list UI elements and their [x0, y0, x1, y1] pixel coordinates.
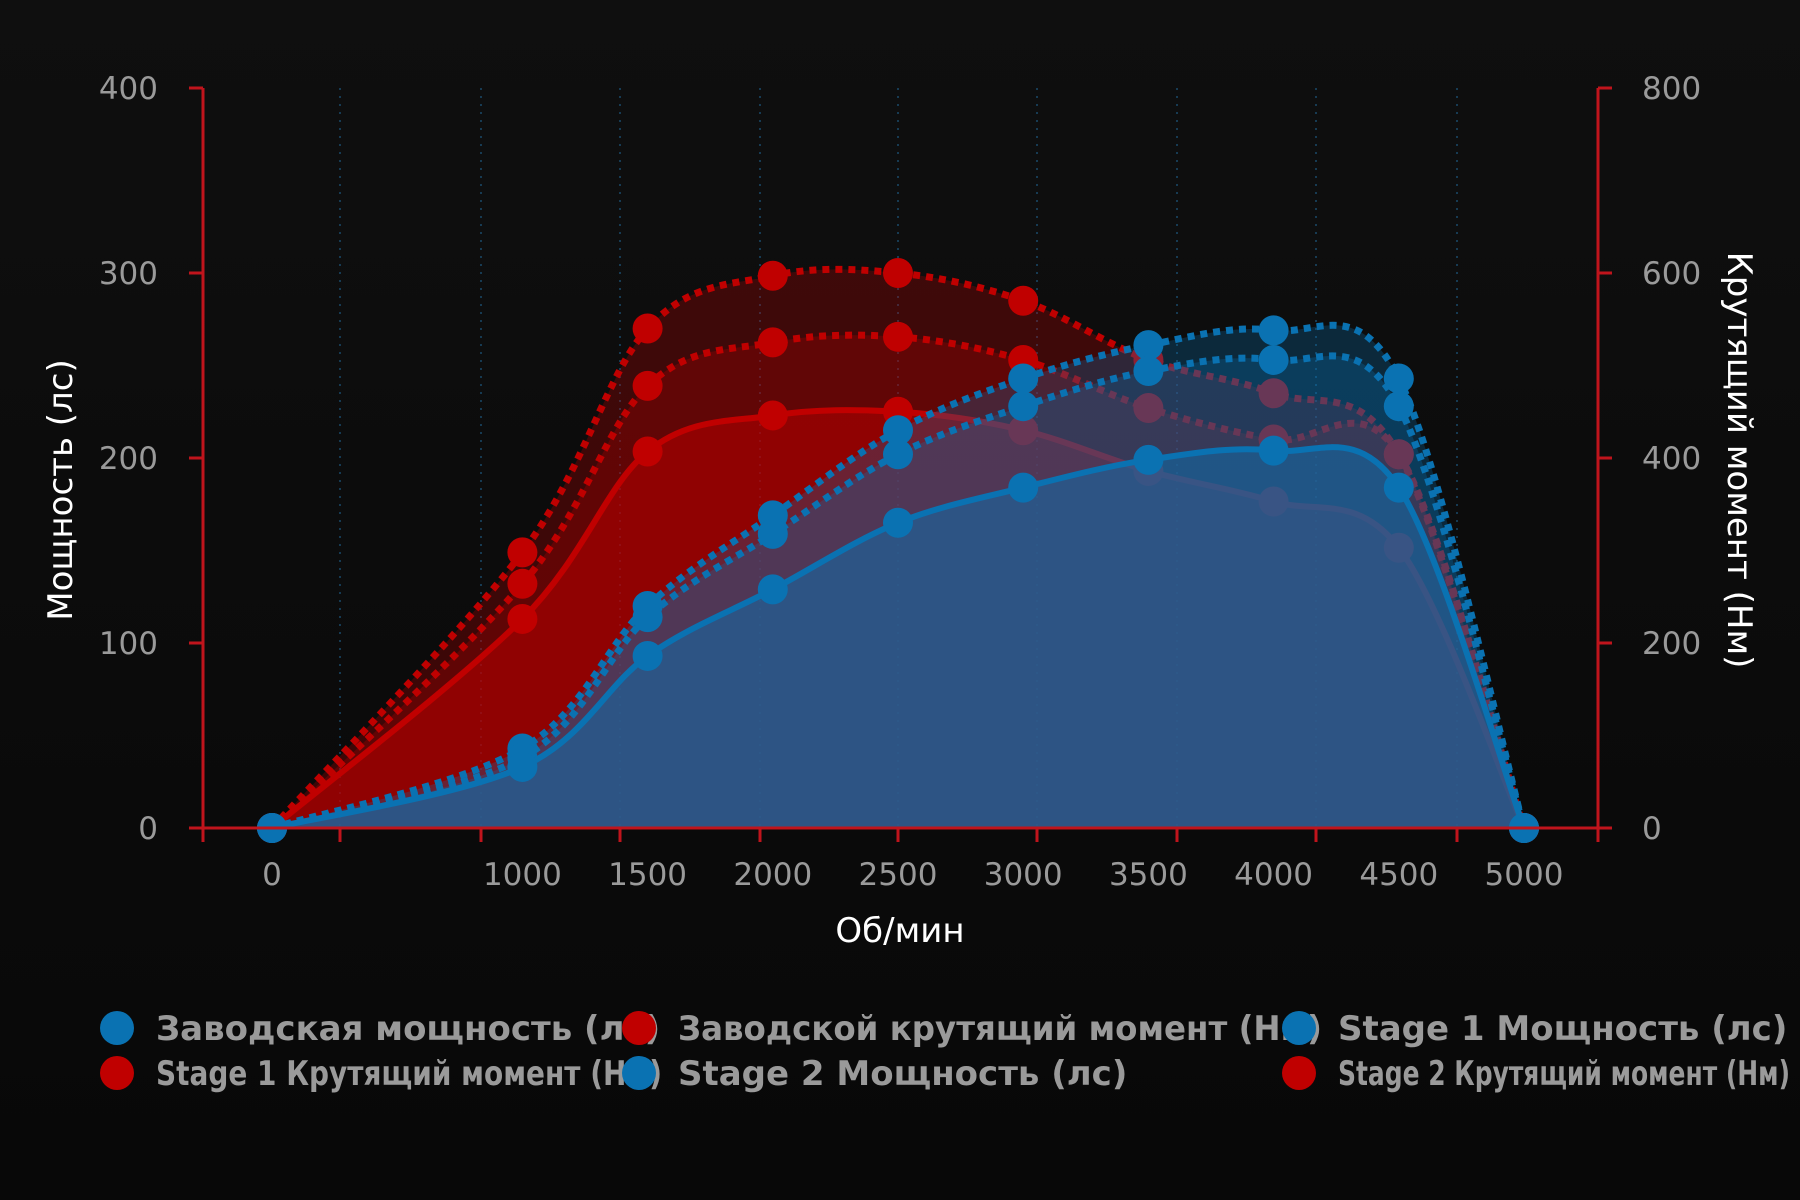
series-0-point-6: [1133, 444, 1164, 475]
series-2-point-3: [757, 518, 788, 549]
left-tick-label-2: 200: [99, 441, 158, 477]
left-tick-label-1: 100: [99, 626, 158, 662]
left-axis-title: Мощность (лс): [41, 359, 81, 621]
series-2-point-2: [632, 602, 663, 633]
series-5-point-2: [632, 313, 663, 344]
left-tick-label-3: 300: [99, 256, 158, 292]
series-4-point-7: [1258, 315, 1289, 346]
series-3-point-8: [1383, 439, 1414, 470]
series-0-point-2: [632, 640, 663, 671]
legend-label-4: Stage 2 Мощность (лс): [678, 1054, 1127, 1094]
legend-item-5: Stage 2 Крутящий момент (Нм): [1282, 1054, 1790, 1094]
legend-label-5: Stage 2 Крутящий момент (Нм): [1338, 1054, 1790, 1094]
legend-marker-4: [622, 1056, 656, 1090]
x-tick-label-3: 2000: [733, 857, 812, 893]
legend-marker-3: [100, 1056, 134, 1090]
series-4-point-4: [883, 415, 913, 446]
series-3-line: [269, 331, 1528, 831]
legend-label-2: Stage 1 Мощность (лс): [1338, 1009, 1787, 1049]
series-3-point-6: [1133, 393, 1164, 424]
series-2-point-8: [1383, 391, 1414, 422]
legend-label-3: Stage 1 Крутящий момент (Нм): [156, 1054, 662, 1094]
left-tick-label-0: 0: [138, 811, 158, 847]
series-5-point-5: [1008, 285, 1039, 316]
legend-label-0: Заводская мощность (лс): [156, 1009, 660, 1049]
series-5-point-3: [757, 260, 788, 291]
series-0-point-3: [757, 574, 788, 605]
series-1-point-1: [507, 603, 538, 634]
x-tick-label-2: 1500: [608, 857, 687, 893]
axes: [189, 86, 1612, 842]
legend-marker-5: [1282, 1056, 1316, 1090]
series-3-point-2: [632, 370, 663, 401]
left-tick-label-4: 400: [99, 71, 158, 107]
x-tick-label-8: 4500: [1359, 857, 1438, 893]
series-1-point-5: [1008, 415, 1039, 446]
series-5-point-7: [1258, 378, 1289, 409]
right-axis-title: Крутящий момент (Нм): [1719, 252, 1759, 669]
series-1-point-3: [757, 400, 788, 431]
series-layer: [257, 258, 1539, 843]
series-2-point-5: [1008, 391, 1039, 422]
legend-marker-2: [1282, 1011, 1316, 1045]
x-tick-label-7: 4000: [1234, 857, 1313, 893]
series-4-point-5: [1008, 363, 1039, 394]
legend-label-1: Заводской крутящий момент (Нм): [678, 1009, 1322, 1049]
series-3-point-4: [883, 321, 913, 352]
right-tick-label-3: 600: [1642, 256, 1701, 292]
legend: Заводская мощность (лс) Заводской крутящи…: [100, 1009, 1790, 1094]
legend-item-4: Stage 2 Мощность (лс): [622, 1054, 1127, 1094]
series-1-point-2: [632, 436, 663, 467]
series-5-point-1: [507, 537, 538, 568]
series-5-line: [269, 265, 1528, 831]
right-tick-label-4: 800: [1642, 71, 1701, 107]
series-2-point-7: [1258, 344, 1289, 375]
legend-marker-0: [100, 1011, 134, 1045]
x-tick-label-9: 5000: [1485, 857, 1564, 893]
series-3-point-3: [757, 327, 788, 358]
x-tick-label-1: 1000: [483, 857, 562, 893]
series-0-point-7: [1258, 435, 1289, 466]
right-tick-label-2: 400: [1642, 441, 1701, 477]
legend-item-1: Заводской крутящий момент (Нм): [622, 1009, 1322, 1049]
series-4-point-6: [1133, 330, 1164, 361]
series-0-point-5: [1008, 472, 1039, 503]
x-tick-label-6: 3500: [1109, 857, 1188, 893]
x-tick-label-4: 2500: [859, 857, 938, 893]
series-0: [257, 435, 1539, 843]
tick-labels: 0 1000 1500 2000 2500 3000 3500 4000 4500 5000010…: [99, 71, 1701, 893]
legend-item-2: Stage 1 Мощность (лс): [1282, 1009, 1787, 1049]
x-axis-title: Об/мин: [835, 911, 964, 951]
series-2-point-4: [883, 439, 913, 470]
series-0-point-1: [507, 751, 538, 782]
series-0-point-8: [1383, 472, 1414, 503]
right-tick-label-0: 0: [1642, 811, 1662, 847]
legend-marker-1: [622, 1011, 656, 1045]
series-0-point-4: [883, 507, 913, 538]
series-5-point-4: [883, 258, 913, 288]
legend-item-0: Заводская мощность (лс): [100, 1009, 660, 1049]
x-tick-label-0: 0: [262, 857, 282, 893]
series-0-area: [272, 447, 1524, 828]
right-tick-label-1: 200: [1642, 626, 1701, 662]
series-2-point-6: [1133, 356, 1164, 387]
series-4-point-8: [1383, 363, 1414, 394]
legend-item-3: Stage 1 Крутящий момент (Нм): [100, 1054, 662, 1094]
series-3-point-1: [507, 568, 538, 599]
x-tick-label-5: 3000: [984, 857, 1063, 893]
